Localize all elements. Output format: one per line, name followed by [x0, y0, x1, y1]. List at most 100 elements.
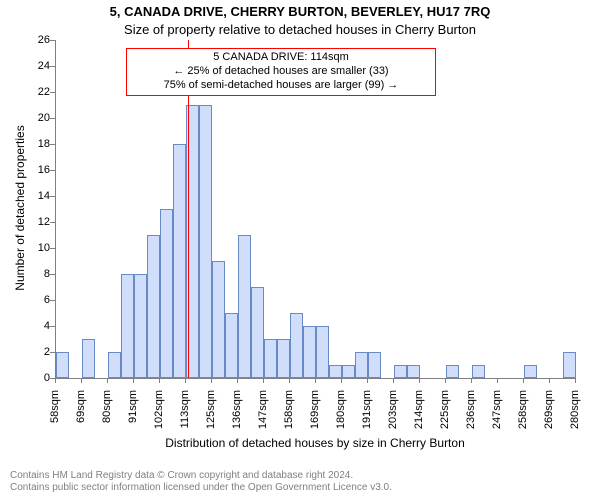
histogram-bar	[524, 365, 537, 378]
histogram-bar	[277, 339, 290, 378]
footer-line-2: Contains public sector information licen…	[10, 482, 392, 494]
chart-container: 5, CANADA DRIVE, CHERRY BURTON, BEVERLEY…	[0, 0, 600, 500]
y-tick-mark	[50, 66, 55, 67]
x-tick-mark	[237, 378, 238, 383]
histogram-bar	[407, 365, 420, 378]
x-tick-label: 236sqm	[465, 390, 477, 440]
x-tick-label: 91sqm	[127, 390, 139, 440]
y-tick-mark	[50, 92, 55, 93]
x-tick-label: 147sqm	[257, 390, 269, 440]
y-tick-mark	[50, 40, 55, 41]
x-tick-label: 214sqm	[413, 390, 425, 440]
x-tick-label: 158sqm	[283, 390, 295, 440]
histogram-bar	[121, 274, 134, 378]
x-tick-mark	[393, 378, 394, 383]
y-tick-mark	[50, 222, 55, 223]
histogram-bar	[134, 274, 147, 378]
x-tick-label: 136sqm	[231, 390, 243, 440]
x-tick-label: 225sqm	[439, 390, 451, 440]
x-tick-label: 191sqm	[361, 390, 373, 440]
y-tick-mark	[50, 300, 55, 301]
x-tick-mark	[341, 378, 342, 383]
x-tick-label: 113sqm	[179, 390, 191, 440]
histogram-bar	[108, 352, 121, 378]
histogram-bar	[160, 209, 173, 378]
histogram-bar	[56, 352, 69, 378]
x-tick-mark	[523, 378, 524, 383]
histogram-bar	[290, 313, 303, 378]
x-tick-label: 125sqm	[205, 390, 217, 440]
y-tick-label: 20	[20, 112, 50, 124]
histogram-bar	[82, 339, 95, 378]
x-tick-mark	[419, 378, 420, 383]
plot-area: 5 CANADA DRIVE: 114sqm← 25% of detached …	[55, 40, 576, 379]
x-tick-label: 269sqm	[543, 390, 555, 440]
x-tick-mark	[289, 378, 290, 383]
x-tick-label: 258sqm	[517, 390, 529, 440]
histogram-bar	[563, 352, 576, 378]
y-tick-mark	[50, 326, 55, 327]
x-tick-mark	[367, 378, 368, 383]
y-tick-label: 4	[20, 320, 50, 332]
histogram-bar	[329, 365, 342, 378]
y-tick-mark	[50, 248, 55, 249]
title-line-2: Size of property relative to detached ho…	[0, 22, 600, 37]
x-tick-mark	[445, 378, 446, 383]
x-tick-label: 180sqm	[335, 390, 347, 440]
y-tick-label: 14	[20, 190, 50, 202]
y-tick-mark	[50, 352, 55, 353]
x-tick-label: 80sqm	[101, 390, 113, 440]
histogram-bar	[394, 365, 407, 378]
footer: Contains HM Land Registry data © Crown c…	[10, 470, 392, 494]
y-tick-label: 26	[20, 34, 50, 46]
x-tick-label: 58sqm	[49, 390, 61, 440]
y-tick-label: 0	[20, 372, 50, 384]
y-tick-label: 24	[20, 60, 50, 72]
info-box-line: 75% of semi-detached houses are larger (…	[133, 79, 429, 93]
info-box-line: ← 25% of detached houses are smaller (33…	[133, 65, 429, 79]
y-tick-mark	[50, 196, 55, 197]
x-tick-mark	[211, 378, 212, 383]
histogram-bar	[342, 365, 355, 378]
y-tick-label: 22	[20, 86, 50, 98]
x-tick-mark	[81, 378, 82, 383]
x-tick-mark	[107, 378, 108, 383]
y-tick-label: 10	[20, 242, 50, 254]
y-tick-label: 6	[20, 294, 50, 306]
histogram-bar	[472, 365, 485, 378]
y-tick-mark	[50, 170, 55, 171]
x-tick-mark	[55, 378, 56, 383]
x-tick-mark	[497, 378, 498, 383]
x-tick-label: 102sqm	[153, 390, 165, 440]
y-tick-mark	[50, 274, 55, 275]
histogram-bar	[212, 261, 225, 378]
histogram-bar	[173, 144, 186, 378]
x-tick-mark	[133, 378, 134, 383]
y-tick-mark	[50, 118, 55, 119]
info-box: 5 CANADA DRIVE: 114sqm← 25% of detached …	[126, 48, 436, 96]
y-tick-label: 16	[20, 164, 50, 176]
histogram-bar	[355, 352, 368, 378]
x-tick-label: 280sqm	[569, 390, 581, 440]
histogram-bar	[199, 105, 212, 378]
y-tick-mark	[50, 144, 55, 145]
x-tick-mark	[185, 378, 186, 383]
info-box-line: 5 CANADA DRIVE: 114sqm	[133, 51, 429, 65]
histogram-bar	[147, 235, 160, 378]
histogram-bar	[368, 352, 381, 378]
histogram-bar	[238, 235, 251, 378]
x-tick-mark	[159, 378, 160, 383]
histogram-bar	[316, 326, 329, 378]
histogram-bar	[251, 287, 264, 378]
y-tick-label: 8	[20, 268, 50, 280]
histogram-bar	[264, 339, 277, 378]
x-tick-label: 169sqm	[309, 390, 321, 440]
y-tick-label: 12	[20, 216, 50, 228]
histogram-bar	[446, 365, 459, 378]
x-tick-mark	[263, 378, 264, 383]
histogram-bar	[225, 313, 238, 378]
y-tick-label: 2	[20, 346, 50, 358]
title-line-1: 5, CANADA DRIVE, CHERRY BURTON, BEVERLEY…	[0, 4, 600, 19]
y-tick-label: 18	[20, 138, 50, 150]
x-tick-label: 203sqm	[387, 390, 399, 440]
